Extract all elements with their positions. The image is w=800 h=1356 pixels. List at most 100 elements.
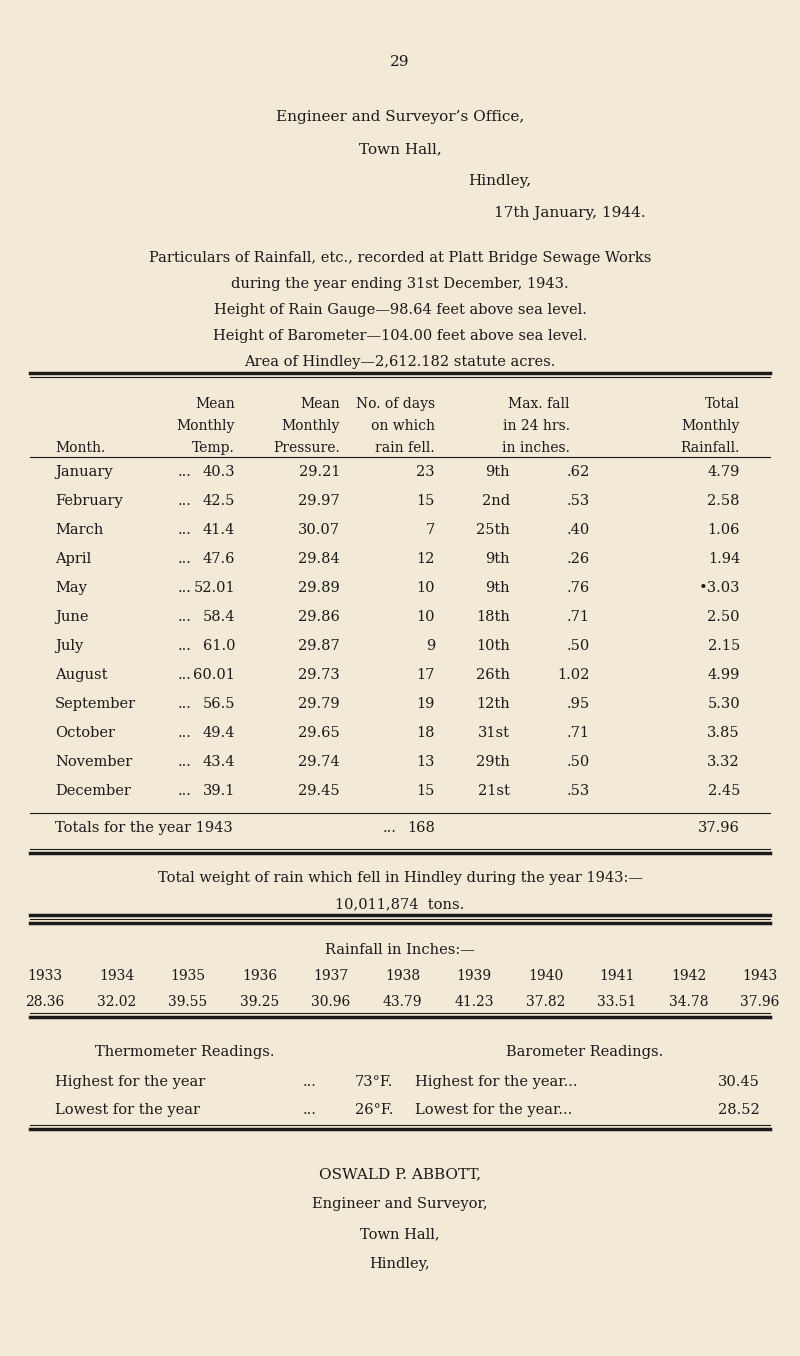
Text: 1933: 1933	[27, 970, 62, 983]
Text: 9: 9	[426, 639, 435, 654]
Text: Hindley,: Hindley,	[370, 1257, 430, 1271]
Text: Monthly: Monthly	[282, 419, 340, 433]
Text: 42.5: 42.5	[202, 494, 235, 508]
Text: 43.4: 43.4	[202, 755, 235, 769]
Text: 1936: 1936	[242, 970, 277, 983]
Text: ...: ...	[303, 1075, 317, 1089]
Text: ...: ...	[178, 580, 192, 595]
Text: 29.86: 29.86	[298, 610, 340, 624]
Text: 29.74: 29.74	[298, 755, 340, 769]
Text: Area of Hindley—2,612.182 statute acres.: Area of Hindley—2,612.182 statute acres.	[244, 355, 556, 369]
Text: 10: 10	[417, 580, 435, 595]
Text: June: June	[55, 610, 89, 624]
Text: 12: 12	[417, 552, 435, 565]
Text: ...: ...	[178, 784, 192, 797]
Text: .71: .71	[567, 725, 590, 740]
Text: 28.52: 28.52	[718, 1102, 760, 1117]
Text: .62: .62	[566, 465, 590, 479]
Text: ...: ...	[178, 552, 192, 565]
Text: Town Hall,: Town Hall,	[360, 1227, 440, 1241]
Text: Hindley,: Hindley,	[469, 174, 531, 188]
Text: 18: 18	[417, 725, 435, 740]
Text: 30.07: 30.07	[298, 523, 340, 537]
Text: 25th: 25th	[476, 523, 510, 537]
Text: .53: .53	[566, 494, 590, 508]
Text: 37.96: 37.96	[740, 995, 780, 1009]
Text: 37.96: 37.96	[698, 820, 740, 835]
Text: 56.5: 56.5	[202, 697, 235, 711]
Text: Highest for the year: Highest for the year	[55, 1075, 206, 1089]
Text: 9th: 9th	[486, 580, 510, 595]
Text: .26: .26	[566, 552, 590, 565]
Text: 1.06: 1.06	[707, 523, 740, 537]
Text: 1942: 1942	[671, 970, 706, 983]
Text: March: March	[55, 523, 103, 537]
Text: 58.4: 58.4	[202, 610, 235, 624]
Text: Max. fall: Max. fall	[509, 397, 570, 411]
Text: 29th: 29th	[476, 755, 510, 769]
Text: 39.55: 39.55	[168, 995, 208, 1009]
Text: ...: ...	[178, 725, 192, 740]
Text: 1941: 1941	[599, 970, 634, 983]
Text: 29.89: 29.89	[298, 580, 340, 595]
Text: 3.85: 3.85	[707, 725, 740, 740]
Text: Barometer Readings.: Barometer Readings.	[506, 1045, 664, 1059]
Text: 17: 17	[417, 669, 435, 682]
Text: 29.45: 29.45	[298, 784, 340, 797]
Text: 26th: 26th	[476, 669, 510, 682]
Text: in inches.: in inches.	[502, 441, 570, 456]
Text: 4.99: 4.99	[708, 669, 740, 682]
Text: 3.32: 3.32	[707, 755, 740, 769]
Text: Monthly: Monthly	[177, 419, 235, 433]
Text: 12th: 12th	[476, 697, 510, 711]
Text: in 24 hrs.: in 24 hrs.	[503, 419, 570, 433]
Text: Lowest for the year...: Lowest for the year...	[415, 1102, 572, 1117]
Text: 1940: 1940	[528, 970, 563, 983]
Text: 29.84: 29.84	[298, 552, 340, 565]
Text: 61.0: 61.0	[202, 639, 235, 654]
Text: 29.73: 29.73	[298, 669, 340, 682]
Text: April: April	[55, 552, 91, 565]
Text: 168: 168	[407, 820, 435, 835]
Text: 4.79: 4.79	[708, 465, 740, 479]
Text: December: December	[55, 784, 131, 797]
Text: ...: ...	[178, 755, 192, 769]
Text: 33.51: 33.51	[598, 995, 637, 1009]
Text: Monthly: Monthly	[682, 419, 740, 433]
Text: 21st: 21st	[478, 784, 510, 797]
Text: 18th: 18th	[476, 610, 510, 624]
Text: 29.79: 29.79	[298, 697, 340, 711]
Text: 19: 19	[417, 697, 435, 711]
Text: 9th: 9th	[486, 552, 510, 565]
Text: January: January	[55, 465, 113, 479]
Text: November: November	[55, 755, 132, 769]
Text: 15: 15	[417, 784, 435, 797]
Text: Mean: Mean	[300, 397, 340, 411]
Text: 10: 10	[417, 610, 435, 624]
Text: 17th January, 1944.: 17th January, 1944.	[494, 206, 646, 220]
Text: 29.21: 29.21	[298, 465, 340, 479]
Text: 2.15: 2.15	[708, 639, 740, 654]
Text: 34.78: 34.78	[669, 995, 708, 1009]
Text: 1938: 1938	[385, 970, 420, 983]
Text: 31st: 31st	[478, 725, 510, 740]
Text: 1943: 1943	[742, 970, 778, 983]
Text: ...: ...	[178, 639, 192, 654]
Text: 7: 7	[426, 523, 435, 537]
Text: 13: 13	[417, 755, 435, 769]
Text: 39.25: 39.25	[240, 995, 279, 1009]
Text: Totals for the year 1943: Totals for the year 1943	[55, 820, 233, 835]
Text: 5.30: 5.30	[707, 697, 740, 711]
Text: 40.3: 40.3	[202, 465, 235, 479]
Text: 1935: 1935	[170, 970, 206, 983]
Text: Engineer and Surveyor,: Engineer and Surveyor,	[312, 1197, 488, 1211]
Text: Temp.: Temp.	[192, 441, 235, 456]
Text: 28.36: 28.36	[26, 995, 65, 1009]
Text: Pressure.: Pressure.	[274, 441, 340, 456]
Text: during the year ending 31st December, 1943.: during the year ending 31st December, 19…	[231, 277, 569, 292]
Text: 32.02: 32.02	[97, 995, 136, 1009]
Text: 29.87: 29.87	[298, 639, 340, 654]
Text: Month.: Month.	[55, 441, 106, 456]
Text: Total weight of rain which fell in Hindley during the year 1943:—: Total weight of rain which fell in Hindl…	[158, 871, 642, 885]
Text: ...: ...	[178, 697, 192, 711]
